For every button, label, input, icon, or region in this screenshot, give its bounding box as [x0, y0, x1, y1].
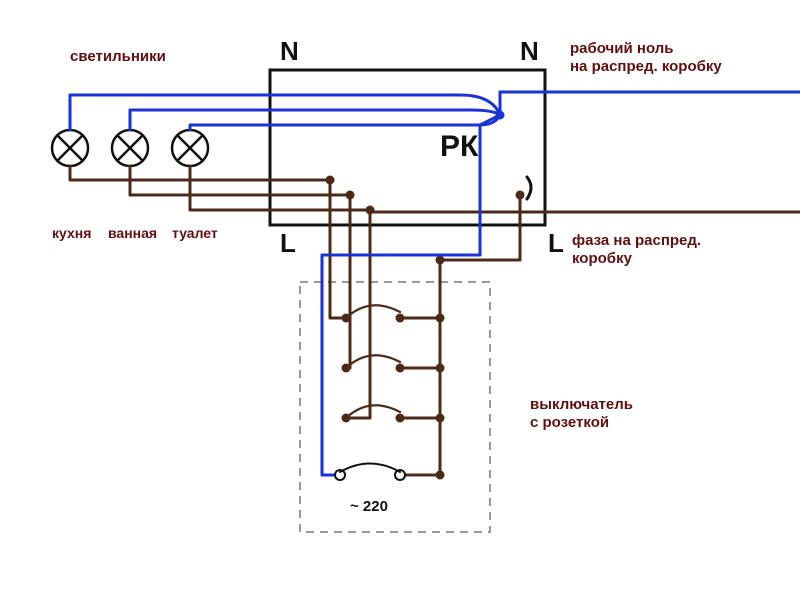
label-pk: РК [440, 130, 478, 164]
label-neutral-out-2: на распред. коробку [570, 58, 722, 75]
label-l-right: L [548, 228, 564, 259]
label-phase-out-1: фаза на распред. [572, 232, 701, 249]
label-room-toilet: туалет [172, 225, 218, 241]
label-n-right: N [520, 36, 539, 67]
label-room-kitchen: кухня [52, 225, 91, 241]
label-switch-2: с розеткой [530, 414, 609, 431]
label-neutral-out-1: рабочий ноль [570, 40, 673, 57]
label-supply: ~ 220 [350, 498, 388, 515]
label-n-left: N [280, 36, 299, 67]
label-l-left: L [280, 228, 296, 259]
label-phase-out-2: коробку [572, 250, 632, 267]
label-room-bath: ванная [108, 225, 157, 241]
wiring-diagram [0, 0, 800, 600]
label-switch-1: выключатель [530, 396, 633, 413]
label-lights: светильники [70, 48, 166, 65]
